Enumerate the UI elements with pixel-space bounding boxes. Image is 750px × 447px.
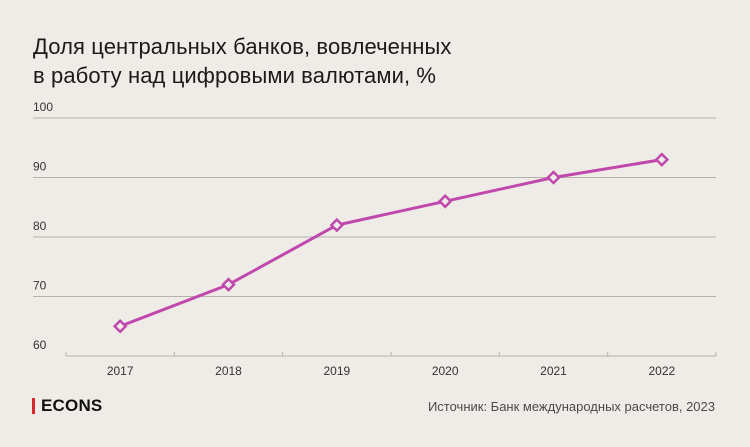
y-tick-label: 80 — [33, 219, 47, 233]
x-tick-label-2017: 2017 — [107, 364, 134, 378]
x-tick-label-2022: 2022 — [648, 364, 675, 378]
x-tick-label-2021: 2021 — [540, 364, 567, 378]
data-point-2022 — [654, 152, 670, 167]
x-tick-label-2020: 2020 — [432, 364, 459, 378]
brand-logo-text: ECONS — [41, 396, 103, 415]
brand-logo: ECONS — [32, 396, 103, 415]
data-point-2020 — [437, 194, 453, 209]
y-tick-label: 100 — [33, 100, 53, 114]
x-tick-label-2019: 2019 — [323, 364, 350, 378]
data-point-2021 — [546, 170, 561, 185]
y-tick-label: 70 — [33, 279, 47, 293]
data-point-2017 — [112, 318, 128, 334]
x-tick-label-2018: 2018 — [215, 364, 242, 378]
data-point-2018 — [221, 277, 236, 292]
y-tick-label: 60 — [33, 338, 47, 352]
chart-title: Доля центральных банков, вовлеченных в р… — [33, 32, 633, 90]
series-line — [119, 158, 663, 328]
chart-title-line-2: в работу над цифровыми валютами, % — [33, 63, 437, 88]
brand-logo-bar — [32, 398, 35, 414]
y-tick-label: 90 — [33, 160, 47, 174]
chart-title-line-1: Доля центральных банков, вовлеченных — [33, 34, 452, 59]
source-note: Источник: Банк международных расчетов, 2… — [427, 399, 715, 414]
data-point-2019 — [329, 217, 345, 233]
